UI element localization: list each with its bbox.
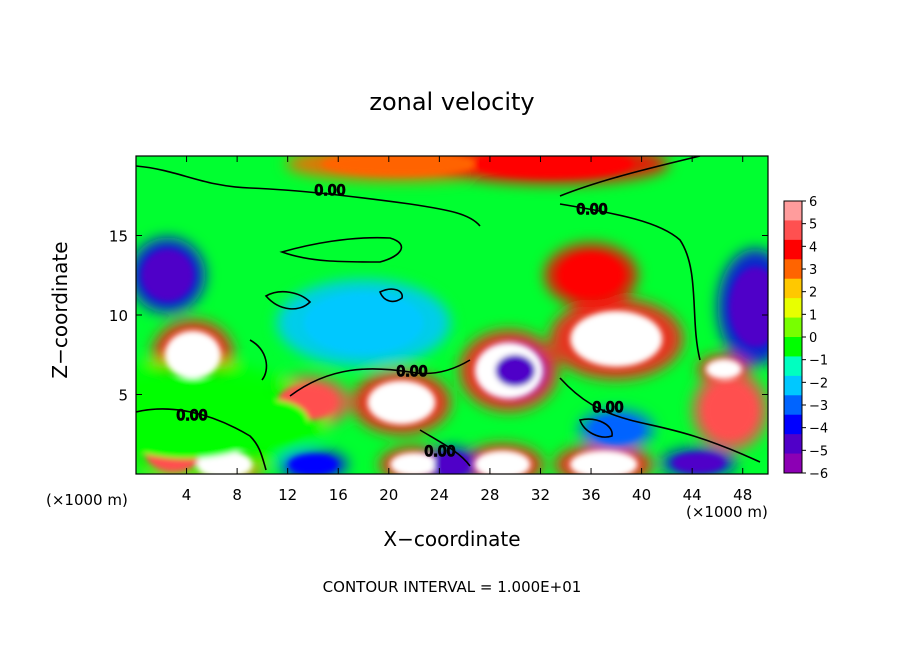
colorbar-swatch (784, 220, 802, 241)
y-tick-label: 15 (109, 228, 128, 246)
velocity-field: 0.00 0.00 0.00 0.00 0.00 0.00 (136, 156, 768, 474)
zero-contour (249, 339, 268, 381)
colorbar-label: 6 (809, 195, 817, 210)
colorbar-swatch (784, 201, 802, 221)
colorbar-label: −1 (809, 354, 828, 369)
colorbar-swatch (784, 375, 802, 396)
colorbar-label: −3 (809, 399, 828, 414)
zero-contour (279, 236, 403, 263)
x-tick-label: 4 (182, 486, 192, 504)
zero-contour (419, 429, 471, 467)
x-unit-right: (×1000 m) (686, 503, 768, 521)
y-tick-label: 5 (118, 387, 128, 405)
zero-contour (559, 377, 761, 463)
colorbar-label: 5 (809, 218, 817, 233)
zero-contour (378, 288, 403, 303)
colorbar-swatch (784, 434, 802, 455)
colorbar-swatch (784, 278, 802, 299)
colorbar-swatch (784, 395, 802, 416)
field-feature-core (495, 354, 536, 387)
field-feature-core (434, 452, 470, 474)
contour-label: 0.00 (576, 202, 607, 218)
field-feature-core (164, 330, 221, 379)
contour-interval-note: CONTOUR INTERVAL = 1.000E+01 (322, 578, 582, 596)
contour-label: 0.00 (314, 183, 345, 199)
field-feature-core (473, 156, 634, 178)
colorbar-label: 3 (809, 263, 817, 278)
x-tick-label: 36 (581, 486, 600, 504)
zero-contour (559, 203, 701, 361)
field-feature-core (367, 380, 436, 425)
field-feature-core (570, 310, 663, 367)
colorbar-swatch (784, 356, 802, 377)
field-feature-core (729, 267, 768, 348)
contour-label: 0.00 (176, 408, 207, 424)
x-tick-label: 12 (278, 486, 297, 504)
x-tick-label: 20 (379, 486, 398, 504)
y-tick-label: 10 (109, 307, 128, 325)
colorbar-swatch (784, 298, 802, 319)
field-feature-core (569, 450, 638, 474)
field-feature-core (136, 378, 277, 459)
field-feature-core (705, 359, 742, 380)
colorbar-swatch (784, 317, 802, 338)
colorbar-swatch (784, 414, 802, 435)
colorbar-label: 1 (809, 308, 817, 323)
field-feature-core (321, 156, 482, 176)
field-feature-core (288, 454, 337, 474)
colorbar-label: −6 (809, 467, 828, 482)
x-tick-label: 48 (733, 486, 752, 504)
contour-label: 0.00 (592, 400, 623, 416)
x-tick-label: 8 (232, 486, 242, 504)
colorbar-label: −2 (809, 376, 828, 391)
colorbar-swatch (784, 239, 802, 260)
x-tick-label: 28 (480, 486, 499, 504)
chart-title: zonal velocity (369, 88, 535, 116)
field-feature-core (559, 253, 624, 298)
x-tick-label: 32 (531, 486, 550, 504)
field-feature-core (672, 452, 725, 473)
colorbar-label: 2 (809, 286, 817, 301)
colorbar: 6 5 4 3 2 1 0 −1 −2 −3 −4 −5 −6 (783, 195, 828, 482)
zero-contour (559, 156, 701, 197)
x-tick-label: 40 (632, 486, 651, 504)
x-tick-label: 24 (430, 486, 449, 504)
colorbar-label: 0 (809, 331, 817, 346)
zero-contour (136, 408, 267, 471)
zero-contour (578, 418, 613, 438)
field-feature-core (141, 249, 194, 302)
colorbar-label: 4 (809, 240, 817, 255)
colorbar-swatch (784, 259, 802, 280)
colorbar-label: −5 (809, 444, 828, 459)
contour-label: 0.00 (396, 364, 427, 380)
field-feature-core (474, 450, 531, 474)
zero-contour (264, 290, 312, 310)
colorbar-swatch (784, 453, 802, 474)
x-tick-label: 16 (329, 486, 348, 504)
colorbar-swatch (784, 337, 802, 357)
zero-contour (289, 359, 471, 397)
field-feature-core (390, 452, 439, 474)
field-feature-core (704, 382, 757, 439)
x-tick-label: 44 (683, 486, 702, 504)
x-axis-label: X−coordinate (383, 527, 521, 551)
colorbar-label: −4 (809, 422, 828, 437)
x-unit-left: (×1000 m) (46, 491, 128, 509)
field-feature-core (303, 292, 424, 353)
zero-contour (136, 165, 481, 227)
contour-label: 0.00 (424, 444, 455, 460)
